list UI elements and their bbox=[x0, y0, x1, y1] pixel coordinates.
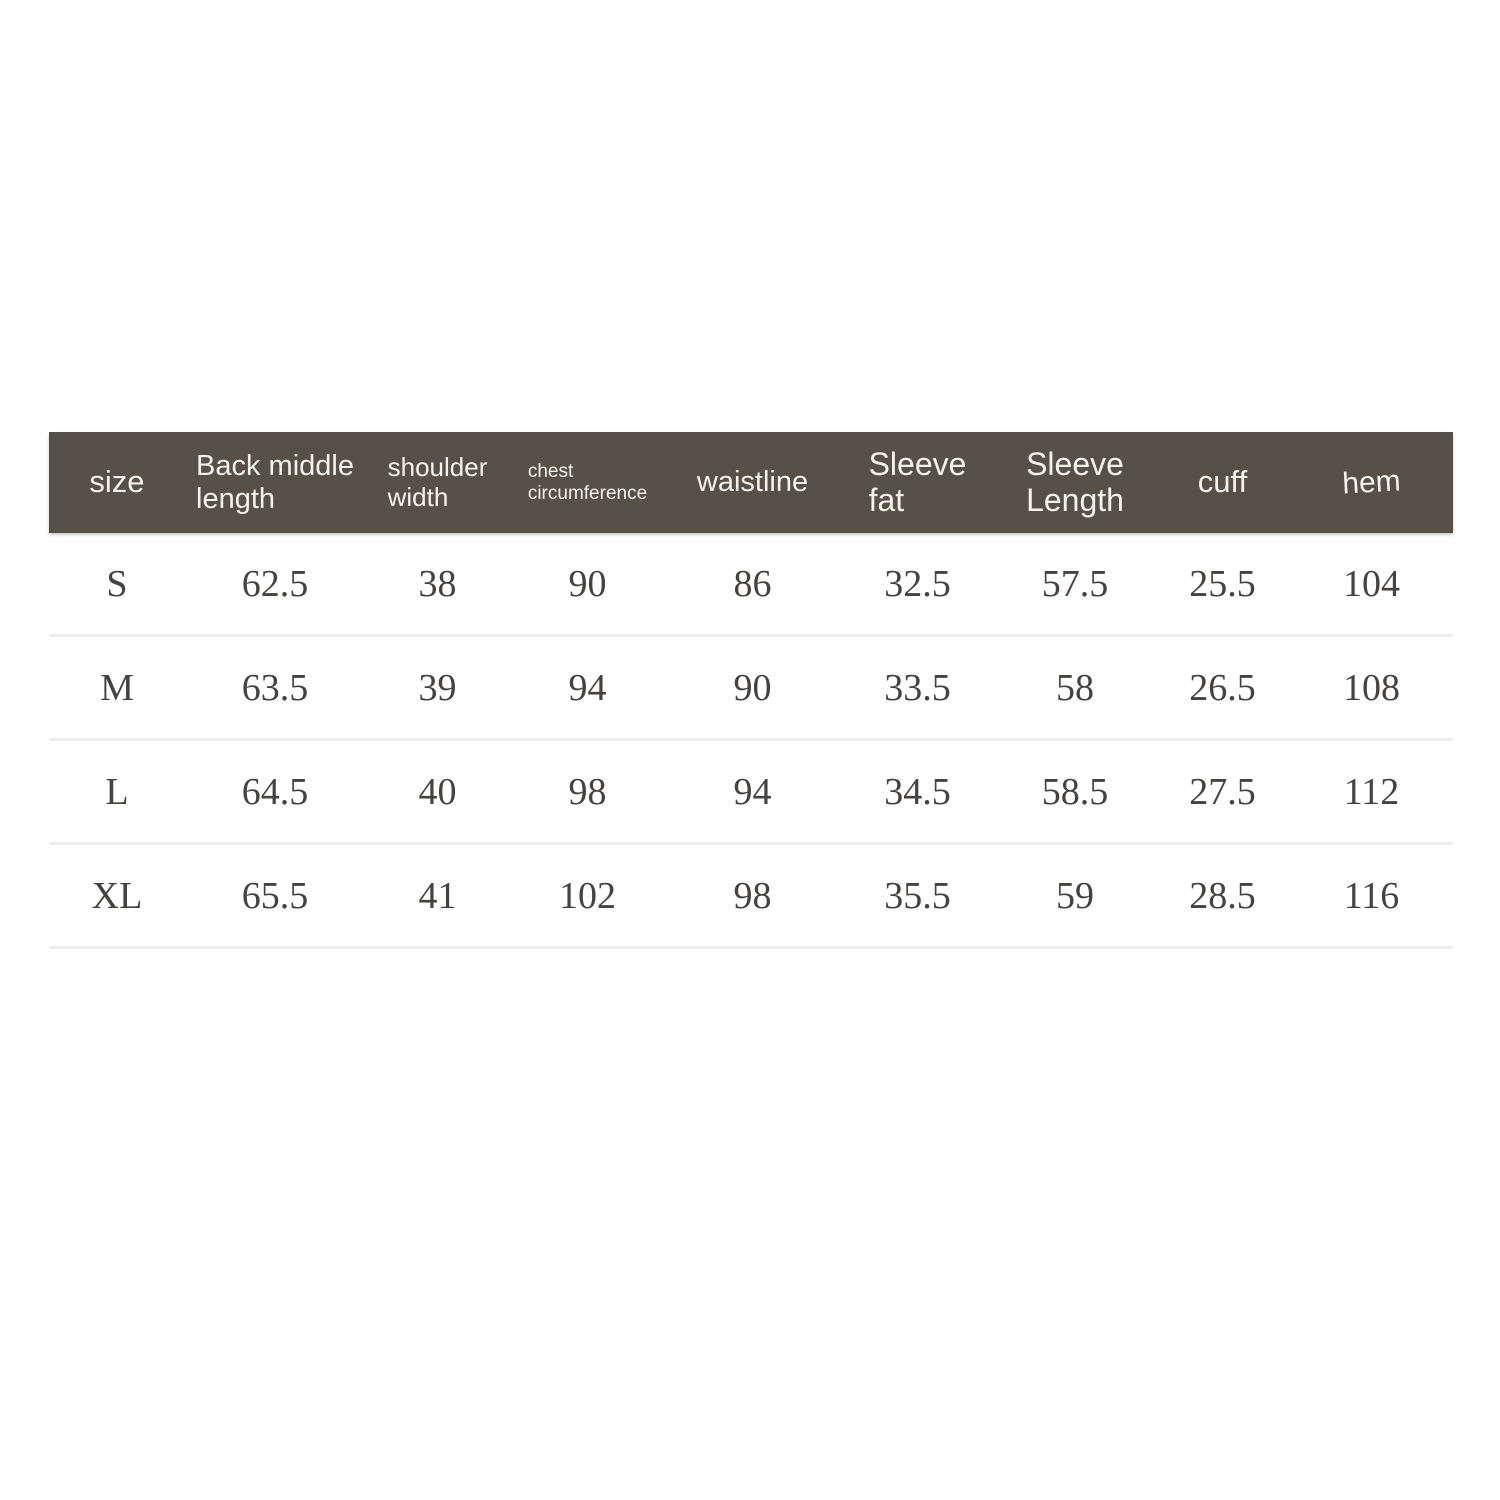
sleeve-fat-value: 32.5 bbox=[884, 562, 951, 605]
chest-circumference-value: 94 bbox=[568, 666, 607, 709]
column-header-shoulder-width: shoulder width bbox=[387, 452, 488, 512]
hem-value: 112 bbox=[1343, 770, 1400, 813]
table-row: M 63.5 39 94 90 33.5 58 26.5 108 bbox=[49, 637, 1453, 741]
size-label: XL bbox=[91, 874, 143, 917]
sleeve-length-value: 59 bbox=[1056, 874, 1094, 917]
hem-value: 104 bbox=[1343, 562, 1400, 605]
table-row: XL 65.5 41 102 98 35.5 59 28.5 116 bbox=[49, 845, 1453, 949]
column-header-hem: hem bbox=[1341, 464, 1402, 501]
sleeve-length-value: 58 bbox=[1056, 666, 1094, 709]
column-header-cuff: cuff bbox=[1197, 464, 1248, 500]
column-header-chest-circumference: chest circumference bbox=[527, 461, 648, 504]
hem-value: 116 bbox=[1343, 874, 1400, 917]
shoulder-width-value: 40 bbox=[418, 770, 457, 813]
sleeve-fat-value: 35.5 bbox=[884, 874, 951, 917]
back-middle-length-value: 62.5 bbox=[241, 562, 309, 605]
chest-circumference-value: 90 bbox=[568, 562, 607, 605]
table-header-row: size Back middle length shoulder width c… bbox=[49, 432, 1453, 533]
table-row: S 62.5 38 90 86 32.5 57.5 25.5 104 bbox=[49, 533, 1453, 637]
sleeve-fat-value: 34.5 bbox=[884, 770, 951, 813]
column-header-sleeve-length: Sleeve Length bbox=[1026, 445, 1124, 518]
back-middle-length-value: 64.5 bbox=[241, 770, 309, 813]
hem-value: 108 bbox=[1343, 666, 1400, 709]
back-middle-length-value: 65.5 bbox=[241, 874, 309, 917]
column-header-waistline: waistline bbox=[696, 466, 809, 499]
cuff-value: 28.5 bbox=[1189, 874, 1256, 917]
waistline-value: 90 bbox=[733, 666, 772, 709]
size-label: L bbox=[105, 770, 129, 813]
size-label: S bbox=[106, 562, 128, 605]
waistline-value: 98 bbox=[733, 874, 772, 917]
cuff-value: 27.5 bbox=[1189, 770, 1256, 813]
back-middle-length-value: 63.5 bbox=[241, 666, 309, 709]
column-header-size: size bbox=[89, 464, 145, 500]
waistline-value: 94 bbox=[733, 770, 772, 813]
column-header-back-middle-length: Back middle length bbox=[196, 450, 354, 515]
chest-circumference-value: 98 bbox=[568, 770, 607, 813]
sleeve-fat-value: 33.5 bbox=[884, 666, 951, 709]
column-header-sleeve-fat: Sleeve fat bbox=[868, 445, 967, 518]
cuff-value: 25.5 bbox=[1189, 562, 1256, 605]
size-label: M bbox=[100, 666, 134, 709]
chest-circumference-value: 102 bbox=[559, 874, 616, 917]
table-row: L 64.5 40 98 94 34.5 58.5 27.5 112 bbox=[49, 741, 1453, 845]
shoulder-width-value: 41 bbox=[418, 874, 457, 917]
size-chart-table: size Back middle length shoulder width c… bbox=[49, 432, 1453, 949]
shoulder-width-value: 39 bbox=[418, 666, 457, 709]
sleeve-length-value: 58.5 bbox=[1041, 770, 1109, 813]
shoulder-width-value: 38 bbox=[418, 562, 457, 605]
cuff-value: 26.5 bbox=[1189, 666, 1256, 709]
sleeve-length-value: 57.5 bbox=[1041, 562, 1109, 605]
waistline-value: 86 bbox=[733, 562, 772, 605]
